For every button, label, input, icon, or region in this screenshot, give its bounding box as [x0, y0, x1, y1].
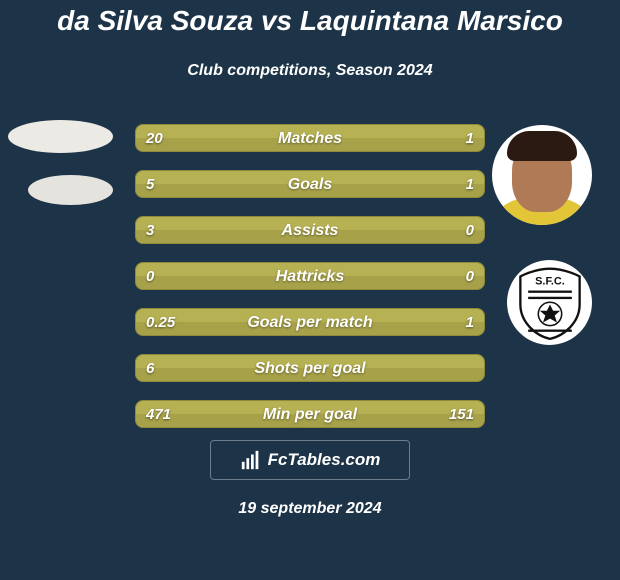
- stat-right-value: 0: [466, 263, 474, 289]
- stat-label: Min per goal: [136, 401, 484, 427]
- stat-right-value: 1: [466, 171, 474, 197]
- crest-text: S.F.C.: [535, 275, 565, 287]
- avatar-face: [512, 137, 572, 212]
- watermark-text: FcTables.com: [268, 450, 381, 470]
- stat-row: 5Goals1: [135, 170, 485, 198]
- player2-club-badge: S.F.C.: [507, 260, 592, 345]
- stat-right-value: 151: [449, 401, 474, 427]
- stats-table: 20Matches15Goals13Assists00Hattricks00.2…: [135, 124, 485, 446]
- date-text: 19 september 2024: [0, 500, 620, 518]
- stat-label: Hattricks: [136, 263, 484, 289]
- stat-label: Goals: [136, 171, 484, 197]
- stat-label: Shots per goal: [136, 355, 484, 381]
- stat-right-value: 1: [466, 309, 474, 335]
- stat-row: 471Min per goal151: [135, 400, 485, 428]
- santos-crest-icon: S.F.C.: [511, 264, 589, 342]
- stat-row: 20Matches1: [135, 124, 485, 152]
- subtitle: Club competitions, Season 2024: [0, 62, 620, 80]
- player1-club-badge: [28, 175, 113, 205]
- stat-right-value: 0: [466, 217, 474, 243]
- bars-icon: [240, 449, 262, 471]
- watermark-badge: FcTables.com: [210, 440, 410, 480]
- stat-row: 0Hattricks0: [135, 262, 485, 290]
- stat-label: Matches: [136, 125, 484, 151]
- stat-label: Goals per match: [136, 309, 484, 335]
- stat-right-value: 1: [466, 125, 474, 151]
- page-title: da Silva Souza vs Laquintana Marsico: [0, 5, 620, 37]
- player2-avatar: [492, 125, 592, 225]
- stat-row: 3Assists0: [135, 216, 485, 244]
- stat-row: 0.25Goals per match1: [135, 308, 485, 336]
- stat-row: 6Shots per goal: [135, 354, 485, 382]
- stat-label: Assists: [136, 217, 484, 243]
- player1-avatar: [8, 120, 113, 153]
